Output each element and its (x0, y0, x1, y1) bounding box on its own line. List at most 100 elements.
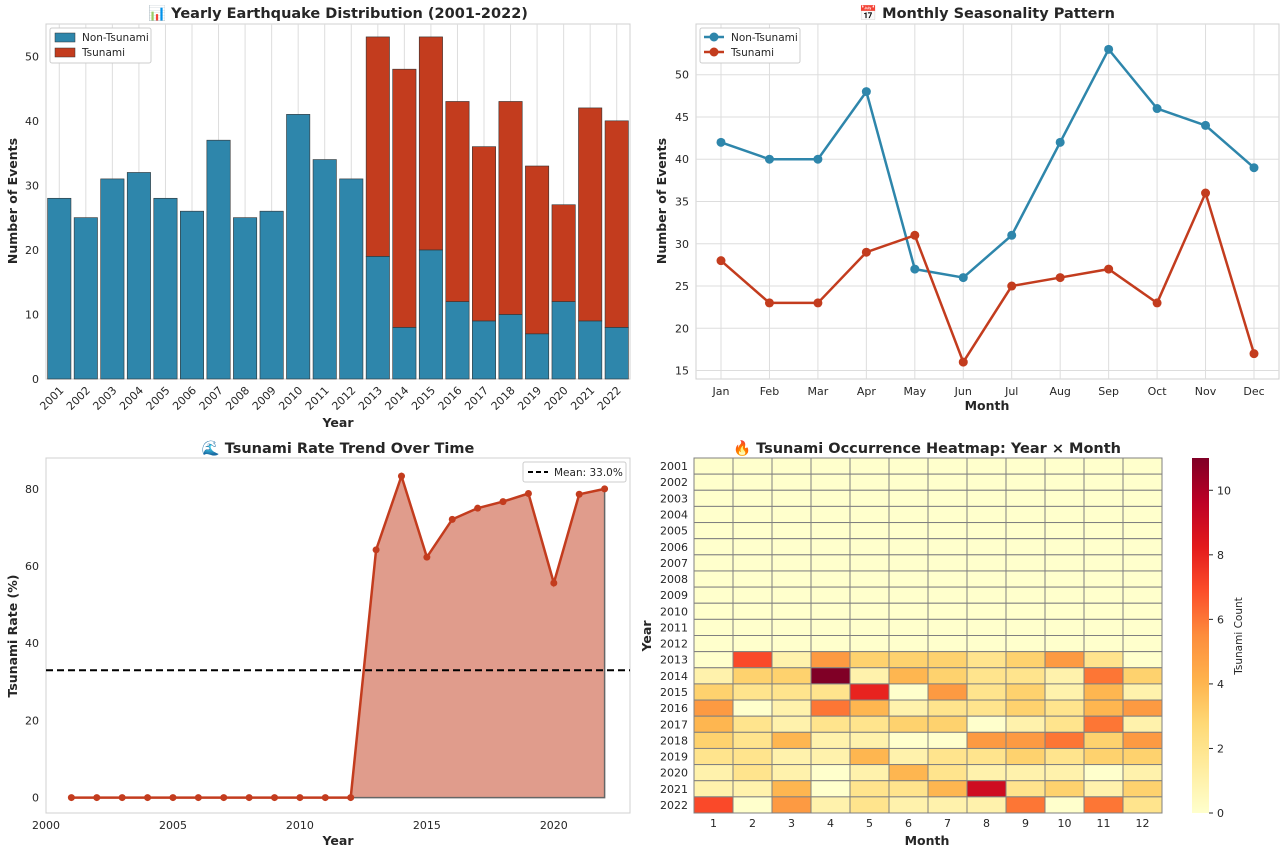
heatmap-cell (966, 554, 1007, 572)
heatmap-cell (810, 715, 851, 733)
heatmap-cell (810, 505, 851, 524)
heatmap-cell (693, 796, 734, 814)
heatmap-cell (1005, 747, 1046, 766)
heatmap-cell (927, 651, 968, 669)
heatmap-cell (1005, 570, 1046, 588)
monthly-y-tick-label: 20 (675, 322, 689, 335)
monthly-legend-label-tsunami: Tsunami (730, 47, 774, 59)
heatmap-cell (771, 457, 812, 475)
heatmap-y-tick-label: 2011 (660, 621, 688, 634)
monthly-y-tick-label: 25 (675, 280, 689, 293)
heatmap-cell (1083, 618, 1124, 637)
rate-y-tick-label: 20 (25, 714, 39, 727)
monthly-legend-box (699, 27, 801, 64)
heatmap-cell (927, 602, 968, 620)
heatmap-cell (849, 796, 890, 814)
heatmap-cell (966, 683, 1007, 701)
heatmap-cell (927, 538, 968, 556)
monthly-chart-title: 📅 Monthly Seasonality Pattern (859, 4, 1115, 22)
heatmap-cell (1005, 667, 1046, 685)
heatmap-cell (849, 715, 890, 733)
yearly-x-tick-label: 2009 (250, 384, 279, 413)
yearly-x-tick-label: 2002 (64, 384, 93, 413)
heatmap-cell (771, 602, 812, 620)
heatmap-cell (693, 522, 734, 540)
yearly-legend-swatch-non-tsunami (54, 32, 76, 43)
yearly-x-tick-label: 2005 (144, 384, 173, 413)
monthly-point-non-tsunami (861, 87, 871, 97)
heatmap-cell (888, 699, 929, 717)
heatmap-cell (849, 505, 890, 524)
yearly-y-tick-label: 0 (32, 373, 39, 386)
heatmap-cell (771, 618, 812, 637)
heatmap-cell (771, 780, 812, 798)
heatmap-cell (1005, 699, 1046, 717)
heatmap-cell (888, 473, 929, 491)
monthly-x-tick-label: Apr (857, 385, 877, 398)
heatmap-cell (927, 731, 968, 749)
colorbar-tick-label: 6 (1217, 613, 1224, 626)
heatmap-y-tick-label: 2013 (660, 654, 688, 667)
heatmap-cell (888, 764, 929, 782)
monthly-y-tick-label: 45 (675, 111, 689, 124)
heatmap-cell (849, 538, 890, 556)
heatmap-cell (810, 683, 851, 701)
rate-point (321, 794, 329, 802)
heatmap-cell (810, 651, 851, 669)
yearly-x-tick-label: 2014 (382, 384, 411, 413)
rate-point (601, 485, 609, 493)
heatmap-cell (693, 651, 734, 669)
monthly-point-tsunami (861, 247, 871, 257)
heatmap-cell (1044, 780, 1085, 798)
yearly-bar-tsunami (498, 101, 523, 315)
yearly-x-tick-label: 2019 (515, 384, 544, 413)
yearly-bar-non-tsunami (233, 217, 258, 380)
heatmap-colorbar-label: Tsunami Count (1233, 597, 1245, 676)
heatmap-x-tick-label: 8 (983, 817, 990, 830)
heatmap-cell (732, 554, 773, 572)
yearly-bar-non-tsunami (73, 217, 98, 380)
heatmap-y-tick-label: 2014 (660, 670, 688, 683)
heatmap-cell (1005, 764, 1046, 782)
heatmap-cell (849, 602, 890, 620)
heatmap-cell (1122, 522, 1163, 540)
monthly-point-non-tsunami (1152, 104, 1162, 114)
colorbar-tick-label: 10 (1217, 484, 1231, 497)
heatmap-cell (966, 699, 1007, 717)
rate-point (271, 794, 279, 802)
heatmap-cell (732, 731, 773, 749)
heatmap-cell (771, 747, 812, 766)
heatmap-cell (927, 699, 968, 717)
heatmap-cell (1083, 635, 1124, 653)
heatmap-cell (1044, 538, 1085, 556)
rate-x-tick-label: 2005 (159, 819, 187, 832)
rate-point (474, 504, 482, 512)
heatmap-x-tick-label: 5 (866, 817, 873, 830)
yearly-x-tick-label: 2016 (436, 384, 465, 413)
heatmap-cell (966, 667, 1007, 685)
heatmap-cell (1005, 473, 1046, 491)
heatmap-cell (966, 764, 1007, 782)
heatmap-cell (888, 747, 929, 766)
heatmap-cell (693, 715, 734, 733)
heatmap-cell (810, 618, 851, 637)
heatmap-cell (849, 618, 890, 637)
heatmap-cell (1122, 683, 1163, 701)
monthly-point-tsunami (1152, 298, 1162, 308)
heatmap-cell (888, 457, 929, 475)
heatmap-x-tick-label: 7 (944, 817, 951, 830)
heatmap-cell (1005, 651, 1046, 669)
heatmap-cell (810, 570, 851, 588)
heatmap-cell (966, 570, 1007, 588)
monthly-x-tick-label: Sep (1098, 385, 1119, 398)
yearly-bar-tsunami (551, 204, 576, 302)
rate-point (347, 794, 355, 802)
heatmap-y-tick-label: 2003 (660, 492, 688, 505)
heatmap-cell (888, 683, 929, 701)
heatmap-cell (888, 667, 929, 685)
heatmap-cell (1044, 683, 1085, 701)
heatmap-cell (693, 683, 734, 701)
heatmap-cell (771, 538, 812, 556)
heatmap-cell (966, 522, 1007, 540)
heatmap-cell (1122, 570, 1163, 588)
